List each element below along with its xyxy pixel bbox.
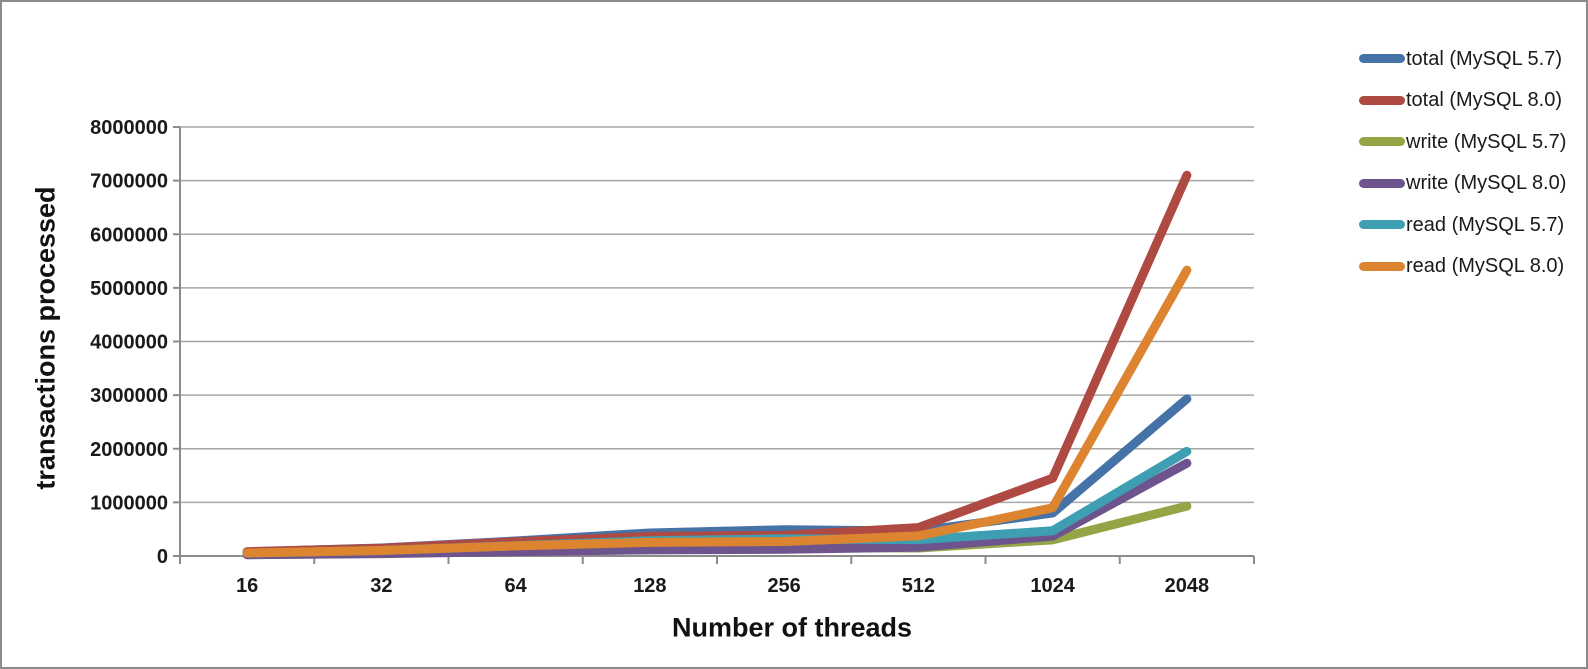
y-tick-label: 4000000 <box>90 332 168 354</box>
legend-item: read (MySQL 8.0) <box>1359 246 1566 288</box>
legend-swatch-icon <box>1359 54 1405 64</box>
y-tick-label: 8000000 <box>90 117 168 139</box>
legend-swatch-icon <box>1359 178 1405 188</box>
x-tick-label: 512 <box>902 575 935 597</box>
x-tick-label: 2048 <box>1165 575 1210 597</box>
y-tick-label: 2000000 <box>90 439 168 461</box>
y-tick-label: 0 <box>157 546 168 568</box>
legend-label: read (MySQL 5.7) <box>1406 213 1565 236</box>
x-tick-label: 128 <box>633 575 666 597</box>
legend-swatch-icon <box>1359 137 1405 147</box>
x-tick-label: 32 <box>370 575 392 597</box>
legend-label: total (MySQL 8.0) <box>1406 89 1562 112</box>
legend-item: read (MySQL 5.7) <box>1359 204 1566 246</box>
x-tick-label: 16 <box>236 575 258 597</box>
x-tick-label: 256 <box>767 575 800 597</box>
legend-item: total (MySQL 5.7) <box>1359 38 1566 80</box>
x-tick-label: 1024 <box>1030 575 1075 597</box>
y-axis-title: transactions processed <box>30 186 61 490</box>
y-tick-label: 6000000 <box>90 224 168 246</box>
legend-label: read (MySQL 8.0) <box>1406 255 1565 278</box>
y-tick-label: 3000000 <box>90 385 168 407</box>
y-tick-label: 1000000 <box>90 492 168 514</box>
legend-swatch-icon <box>1359 220 1405 230</box>
y-tick-label: 5000000 <box>90 278 168 300</box>
series-line-total-mysql-80- <box>242 170 1192 557</box>
legend-swatch-icon <box>1359 95 1405 105</box>
legend-label: write (MySQL 5.7) <box>1406 130 1567 153</box>
legend-label: total (MySQL 5.7) <box>1406 47 1562 70</box>
legend-item: write (MySQL 5.7) <box>1359 121 1566 163</box>
x-tick-label: 64 <box>505 575 528 597</box>
legend: total (MySQL 5.7) total (MySQL 8.0) write … <box>1359 38 1566 287</box>
legend-item: total (MySQL 8.0) <box>1359 80 1566 122</box>
y-tick-label: 7000000 <box>90 171 168 193</box>
legend-swatch-icon <box>1359 261 1405 271</box>
legend-item: write (MySQL 8.0) <box>1359 163 1566 205</box>
legend-label: write (MySQL 8.0) <box>1406 172 1567 195</box>
series-line-read-mysql-80- <box>242 265 1192 558</box>
x-axis-title: Number of threads <box>671 612 913 643</box>
